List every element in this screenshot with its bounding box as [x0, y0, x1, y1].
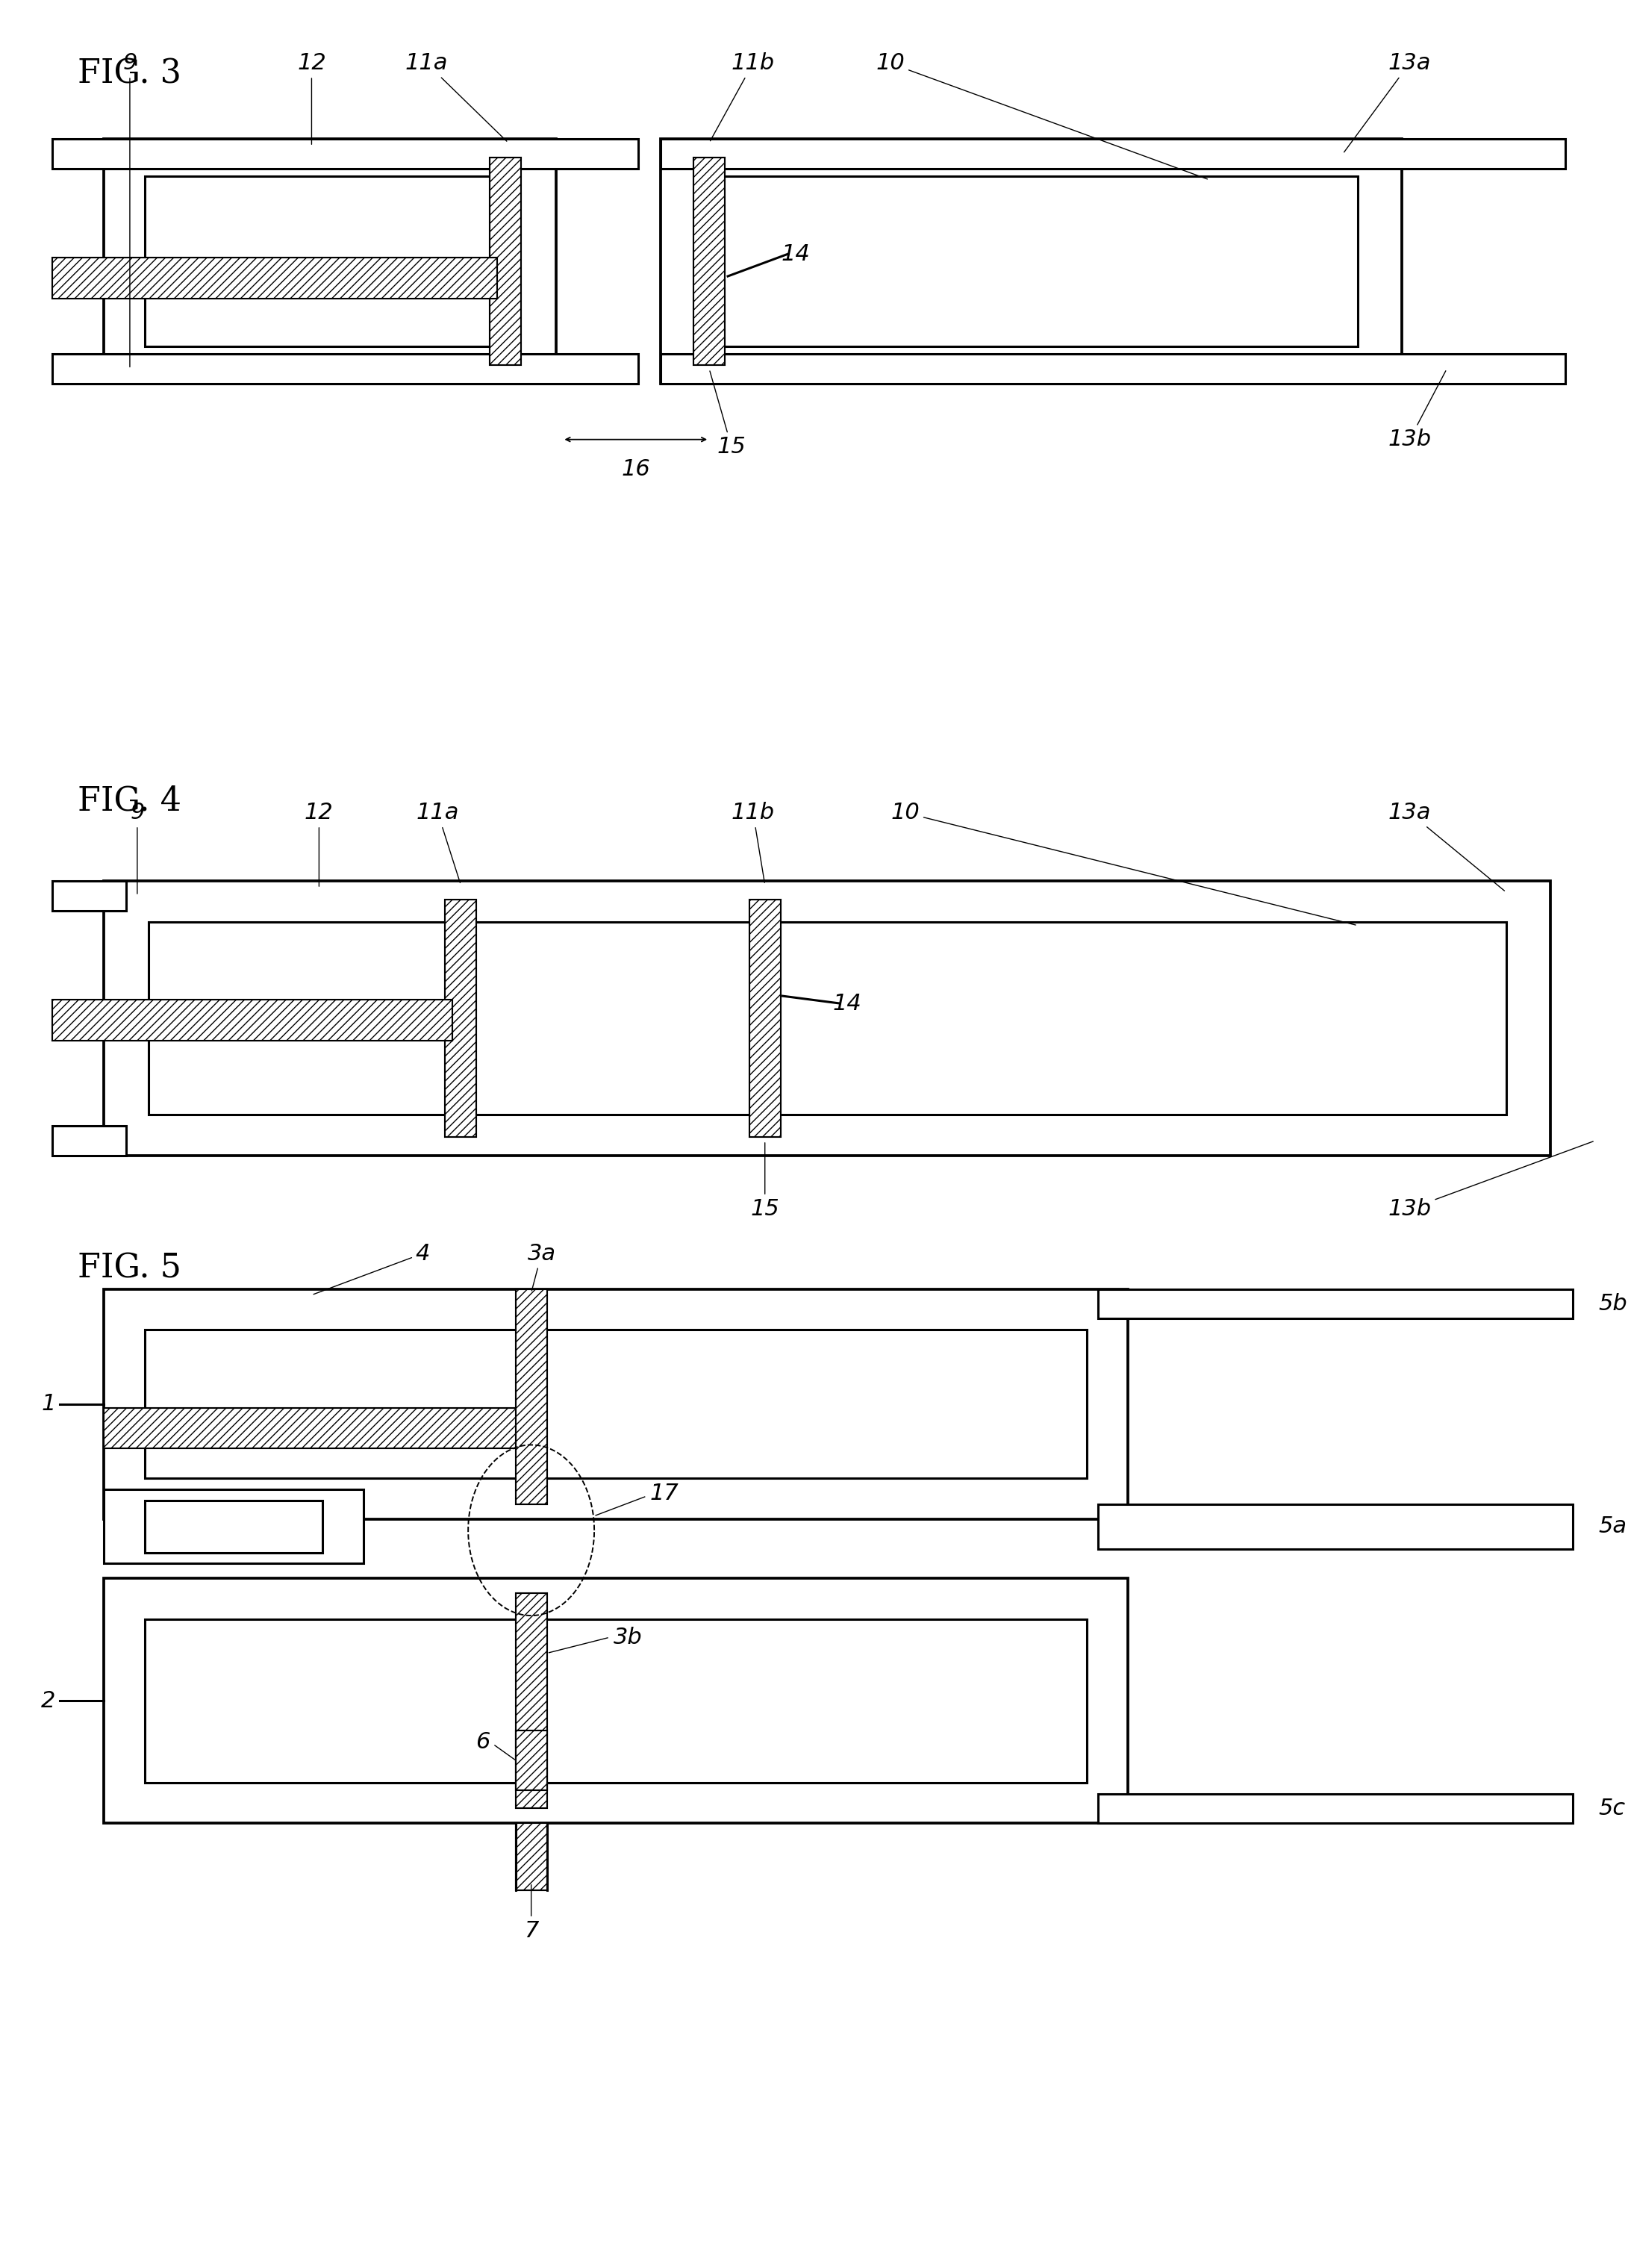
Bar — [52, 354, 638, 383]
Text: 10: 10 — [891, 803, 1356, 925]
Text: 13b: 13b — [1389, 372, 1446, 451]
Text: 14: 14 — [781, 243, 809, 265]
Text: 11b: 11b — [710, 52, 775, 141]
Bar — [694, 156, 724, 365]
Text: 12: 12 — [304, 803, 334, 887]
Bar — [145, 1329, 1088, 1479]
Text: 16: 16 — [622, 458, 650, 481]
Text: 9: 9 — [130, 803, 145, 894]
Text: 10: 10 — [876, 52, 1208, 179]
Bar — [104, 138, 557, 383]
Bar — [52, 138, 638, 168]
Text: FIG. 3: FIG. 3 — [78, 57, 182, 91]
Text: 17: 17 — [650, 1483, 679, 1504]
Bar — [516, 1288, 547, 1504]
Text: 13a: 13a — [1389, 803, 1504, 891]
Bar — [661, 138, 1402, 383]
Bar — [516, 1823, 547, 1889]
Bar — [52, 259, 497, 299]
Bar — [52, 1125, 125, 1154]
Text: 13b: 13b — [1389, 1141, 1594, 1220]
Text: 15: 15 — [751, 1143, 780, 1220]
Text: 5b: 5b — [1599, 1293, 1628, 1315]
Bar — [661, 354, 1566, 383]
Bar — [145, 1501, 322, 1554]
Bar — [661, 138, 1566, 168]
Bar — [516, 1730, 547, 1789]
Text: FIG. 5: FIG. 5 — [78, 1252, 182, 1284]
Text: 3b: 3b — [614, 1626, 643, 1649]
Text: 15: 15 — [710, 372, 746, 458]
Bar — [52, 880, 125, 912]
Text: 3a: 3a — [527, 1243, 555, 1290]
Bar — [444, 900, 477, 1136]
Text: 13a: 13a — [1345, 52, 1431, 152]
Bar — [1097, 1504, 1573, 1549]
Bar — [1097, 1794, 1573, 1823]
Bar — [104, 880, 1550, 1154]
Text: 1: 1 — [41, 1393, 55, 1415]
Bar — [52, 1000, 453, 1041]
Text: 11a: 11a — [417, 803, 461, 882]
Bar — [1097, 1288, 1573, 1318]
Bar — [104, 1490, 363, 1563]
Bar — [148, 921, 1506, 1114]
Text: 14: 14 — [834, 993, 861, 1014]
Text: 12: 12 — [298, 52, 326, 145]
Text: FIG. 4: FIG. 4 — [78, 785, 182, 816]
Bar — [104, 1408, 519, 1449]
Text: 11b: 11b — [731, 803, 775, 882]
Bar — [104, 1579, 1128, 1823]
Text: 5c: 5c — [1599, 1799, 1626, 1819]
Text: 7: 7 — [524, 1885, 539, 1941]
Bar — [145, 177, 516, 347]
Bar — [145, 1619, 1088, 1783]
Bar — [705, 177, 1358, 347]
Text: 9: 9 — [122, 52, 137, 367]
Text: 5a: 5a — [1599, 1515, 1628, 1538]
Text: 4: 4 — [314, 1243, 430, 1295]
Text: 11a: 11a — [405, 52, 506, 141]
Text: 2: 2 — [41, 1690, 55, 1712]
Bar — [516, 1594, 547, 1808]
Bar — [104, 1288, 1128, 1520]
Bar — [749, 900, 780, 1136]
Bar — [490, 156, 521, 365]
Text: 6: 6 — [475, 1730, 490, 1753]
